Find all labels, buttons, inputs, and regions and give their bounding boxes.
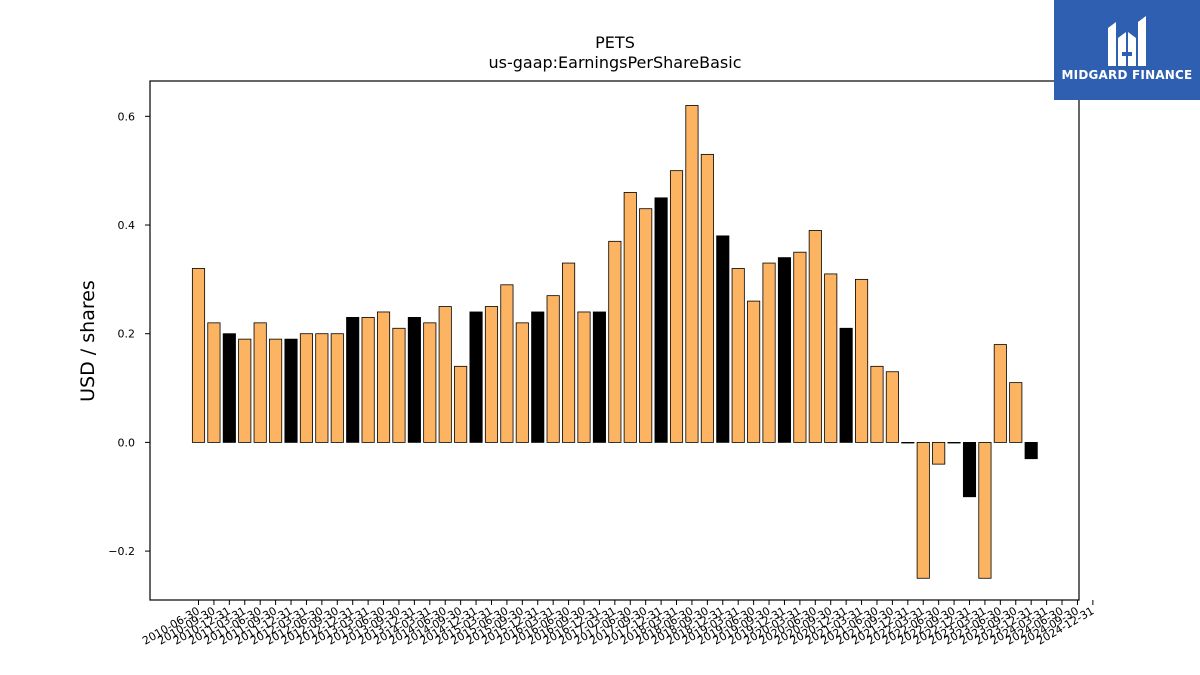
x-axis: 2010-06-302010-09-302010-12-312011-03-31… <box>140 600 1096 648</box>
bar <box>870 365 884 443</box>
chart-subtitle: us-gaap:EarningsPerShareBasic <box>488 53 741 72</box>
bar <box>376 311 391 443</box>
bar <box>669 170 684 443</box>
bar <box>515 322 529 443</box>
bar <box>577 311 591 443</box>
bar <box>855 278 869 443</box>
bar <box>685 105 699 443</box>
bar <box>253 322 267 443</box>
plot-frame <box>149 80 1080 601</box>
bar <box>947 441 961 444</box>
bar <box>962 441 977 498</box>
bar <box>222 333 236 443</box>
y-axis-label: USD / shares <box>77 280 99 402</box>
y-tick-label: 0.6 <box>118 110 136 123</box>
bar <box>639 208 653 443</box>
bar <box>932 441 946 465</box>
bar <box>700 153 714 443</box>
bar <box>238 338 252 443</box>
bar <box>423 322 437 443</box>
bar <box>993 344 1007 443</box>
bar <box>716 235 730 443</box>
bar <box>361 316 375 443</box>
bar <box>207 322 221 443</box>
bar <box>623 192 637 443</box>
brand-logo: MIDGARD FINANCE <box>1054 0 1200 100</box>
bar <box>762 262 776 443</box>
bar <box>454 365 468 443</box>
bar <box>731 268 745 443</box>
y-tick-label: 0.0 <box>118 436 136 449</box>
bar <box>839 327 853 443</box>
y-axis: −0.2 0.0 0.2 0.4 0.6 <box>108 110 150 558</box>
bar <box>269 338 283 443</box>
bar <box>407 316 421 443</box>
bar <box>747 300 761 443</box>
chart-title: PETS <box>595 33 635 52</box>
bar <box>1009 382 1023 443</box>
bar <box>916 441 930 579</box>
bar <box>315 333 329 443</box>
bar <box>777 257 792 443</box>
bar <box>330 333 344 443</box>
logo-text: MIDGARD FINANCE <box>1061 68 1193 82</box>
bar <box>654 197 668 443</box>
bar <box>978 441 992 579</box>
bar <box>392 327 406 443</box>
bar <box>1024 441 1038 460</box>
bar <box>824 273 838 443</box>
bar <box>885 371 899 443</box>
bar <box>546 295 560 443</box>
bar <box>608 240 622 443</box>
bar <box>284 338 298 443</box>
y-tick-label: 0.4 <box>118 219 136 232</box>
bar <box>500 284 514 443</box>
bar <box>901 441 915 444</box>
bar <box>469 311 483 443</box>
bar <box>299 333 313 443</box>
bars-group <box>191 105 1038 579</box>
y-tick-label: 0.2 <box>118 328 136 341</box>
bar <box>562 262 576 443</box>
bar <box>531 311 545 443</box>
bar <box>484 306 499 443</box>
y-tick-label: −0.2 <box>108 545 135 558</box>
bar <box>793 251 807 443</box>
bar <box>346 316 360 443</box>
bar <box>191 268 206 443</box>
midgard-logo-icon <box>1108 16 1146 66</box>
bar <box>438 306 452 443</box>
bar <box>808 230 822 443</box>
bar <box>592 311 606 443</box>
